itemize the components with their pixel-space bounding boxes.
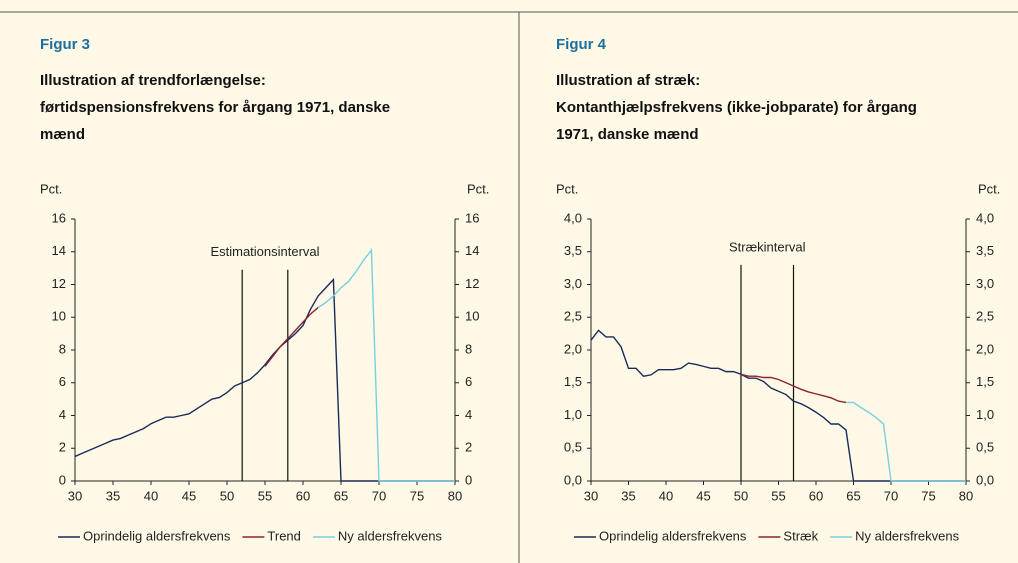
x-tick-label: 45 — [182, 488, 196, 503]
y-tick-label: 0 — [59, 472, 66, 487]
figure-label: Figur 3 — [40, 36, 90, 53]
y-tick-label: 0,5 — [564, 440, 582, 455]
x-tick-label: 80 — [959, 488, 973, 503]
annotation: Estimationsinterval — [210, 244, 319, 259]
x-tick-label: 45 — [696, 488, 710, 503]
x-tick-label: 65 — [334, 488, 348, 503]
y-tick-label: 14 — [52, 243, 66, 258]
legend-label: Ny aldersfrekvens — [338, 528, 443, 543]
y-tick-label: 1,0 — [564, 407, 582, 422]
y2-tick-label: 4,0 — [976, 210, 994, 225]
y2-tick-label: 4 — [465, 407, 472, 422]
legend-label: Oprindelig aldersfrekvens — [83, 528, 231, 543]
x-tick-label: 75 — [410, 488, 424, 503]
y2-tick-label: 6 — [465, 374, 472, 389]
chart-title: Kontanthjælpsfrekvens (ikke-jobparate) f… — [556, 99, 917, 116]
y-tick-label: 4,0 — [564, 210, 582, 225]
x-tick-label: 30 — [68, 488, 82, 503]
y2-tick-label: 3,0 — [976, 276, 994, 291]
series-line — [74, 277, 455, 482]
x-tick-label: 80 — [448, 488, 462, 503]
x-tick-label: 60 — [296, 488, 310, 503]
y2-tick-label: 2,5 — [976, 309, 994, 324]
y2-tick-label: 1,5 — [976, 374, 994, 389]
y-tick-label: 6 — [59, 374, 66, 389]
x-tick-label: 35 — [621, 488, 635, 503]
chart-title: Illustration af trendforlængelse: — [40, 72, 266, 89]
y-tick-label: 2,5 — [564, 309, 582, 324]
y2-tick-label: 8 — [465, 341, 472, 356]
x-tick-label: 65 — [846, 488, 860, 503]
y-tick-label: 3,5 — [564, 243, 582, 258]
y-tick-label: 10 — [52, 309, 66, 324]
figure-label: Figur 4 — [556, 36, 607, 53]
x-tick-label: 50 — [220, 488, 234, 503]
y-tick-label: 16 — [52, 210, 66, 225]
legend-label: Ny aldersfrekvens — [855, 528, 960, 543]
y2-tick-label: 3,5 — [976, 243, 994, 258]
y-tick-label: 2 — [59, 440, 66, 455]
y2-axis-label: Pct. — [978, 181, 1000, 196]
x-tick-label: 55 — [771, 488, 785, 503]
y2-tick-label: 0,0 — [976, 472, 994, 487]
y2-axis-label: Pct. — [467, 181, 489, 196]
y2-tick-label: 1,0 — [976, 407, 994, 422]
y-tick-label: 0,0 — [564, 472, 582, 487]
chart-title: 1971, danske mænd — [556, 126, 699, 143]
series-line — [846, 401, 966, 482]
x-tick-label: 40 — [659, 488, 673, 503]
x-tick-label: 35 — [106, 488, 120, 503]
y2-tick-label: 2 — [465, 440, 472, 455]
annotation: Strækinterval — [729, 239, 806, 254]
legend-label: Stræk — [783, 528, 818, 543]
series-line — [590, 329, 966, 482]
series-line — [740, 373, 847, 404]
y2-tick-label: 2,0 — [976, 341, 994, 356]
chart-title: mænd — [40, 126, 85, 143]
y2-tick-label: 16 — [465, 210, 479, 225]
y-tick-label: 4 — [59, 407, 66, 422]
y-tick-label: 1,5 — [564, 374, 582, 389]
y-tick-label: 8 — [59, 341, 66, 356]
y2-tick-label: 0 — [465, 472, 472, 487]
series-line — [264, 306, 319, 367]
y-tick-label: 2,0 — [564, 341, 582, 356]
legend-label: Oprindelig aldersfrekvens — [599, 528, 747, 543]
x-tick-label: 75 — [921, 488, 935, 503]
x-tick-label: 30 — [584, 488, 598, 503]
legend-label: Trend — [267, 528, 300, 543]
y-tick-label: 12 — [52, 276, 66, 291]
x-tick-label: 70 — [884, 488, 898, 503]
y-axis-label: Pct. — [40, 181, 62, 196]
series-line — [317, 248, 455, 482]
y2-tick-label: 12 — [465, 276, 479, 291]
x-tick-label: 40 — [144, 488, 158, 503]
x-tick-label: 50 — [734, 488, 748, 503]
chart-title: Illustration af stræk: — [556, 72, 700, 89]
x-tick-label: 55 — [258, 488, 272, 503]
y-tick-label: 3,0 — [564, 276, 582, 291]
x-tick-label: 60 — [809, 488, 823, 503]
y2-tick-label: 14 — [465, 243, 479, 258]
chart-title: førtidspensionsfrekvens for årgang 1971,… — [40, 99, 390, 116]
y2-tick-label: 10 — [465, 309, 479, 324]
y2-tick-label: 0,5 — [976, 440, 994, 455]
y-axis-label: Pct. — [556, 181, 578, 196]
x-tick-label: 70 — [372, 488, 386, 503]
